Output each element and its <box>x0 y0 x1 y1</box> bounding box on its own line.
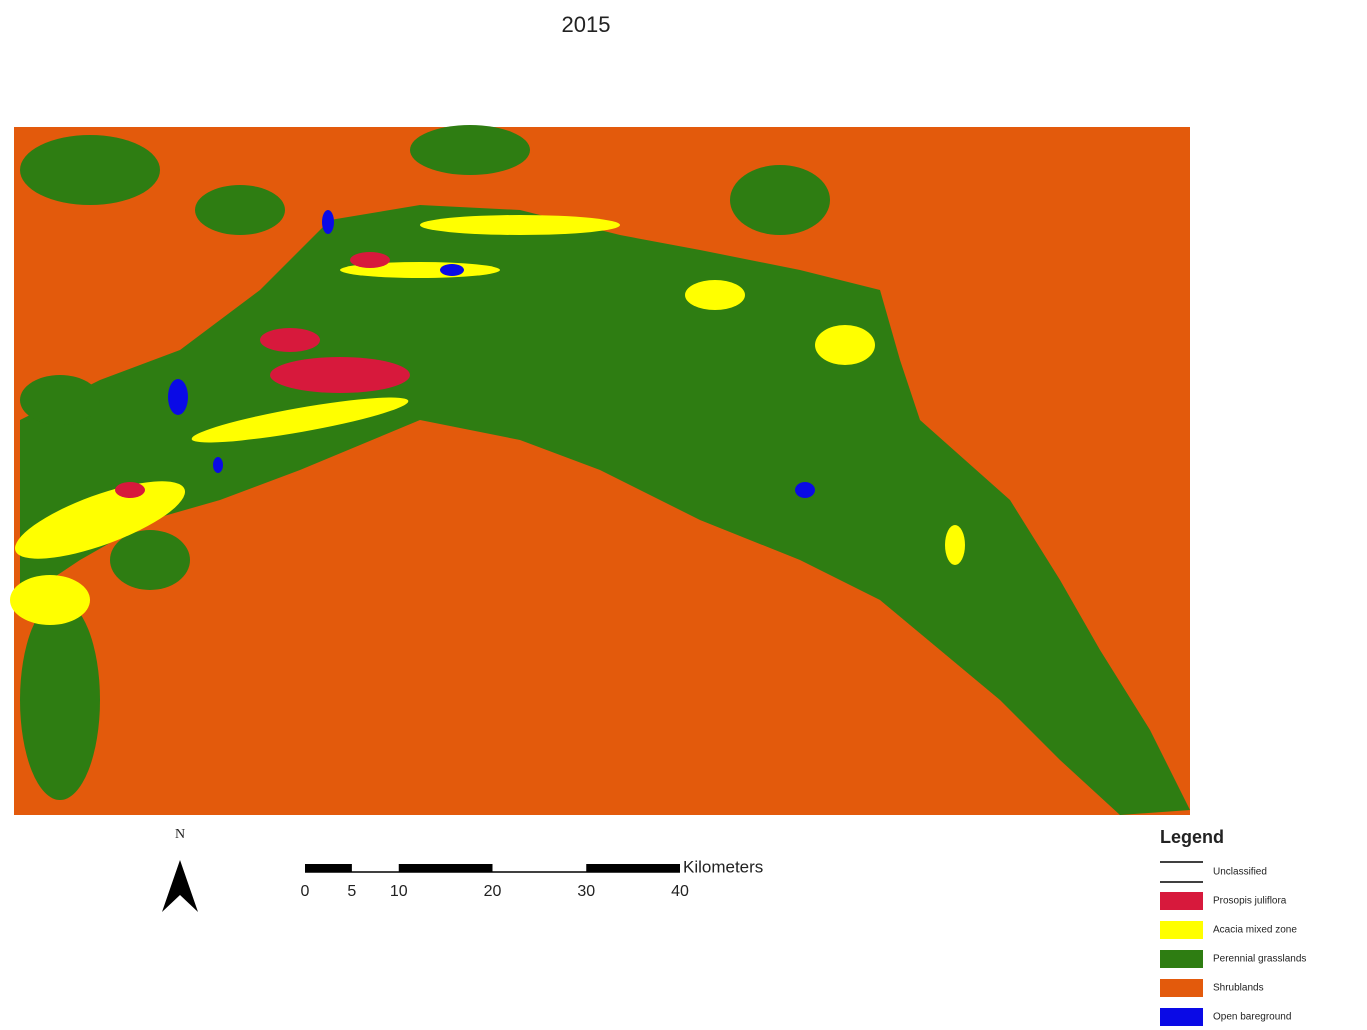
scale-segment <box>586 864 680 872</box>
grassland-band <box>20 205 1190 815</box>
legend-label: Prosopis juliflora <box>1213 896 1287 907</box>
legend: Legend Unclassified Prosopis juliflora Aca… <box>1160 827 1306 1026</box>
north-arrow-icon <box>162 860 198 912</box>
legend-swatch <box>1160 1008 1203 1026</box>
prosopis-patches <box>115 252 410 498</box>
legend-swatch <box>1160 950 1203 968</box>
scale-tick-label: 5 <box>347 883 356 900</box>
legend-swatch <box>1160 979 1203 997</box>
scale-tick-label: 20 <box>484 883 502 900</box>
bareground-patches <box>168 210 815 498</box>
legend-label: Perennial grasslands <box>1213 954 1306 965</box>
legend-label: Acacia mixed zone <box>1213 925 1297 936</box>
legend-label: Open bareground <box>1213 1012 1291 1023</box>
north-label: N <box>175 827 185 842</box>
scale-tick-label: 40 <box>671 883 689 900</box>
scale-tick-label: 30 <box>577 883 595 900</box>
legend-title: Legend <box>1160 827 1224 847</box>
map-frame <box>10 125 1190 815</box>
grassland-patches <box>20 125 830 800</box>
scale-tick-label: 0 <box>301 883 310 900</box>
legend-label: Unclassified <box>1213 867 1267 878</box>
north-arrow: N <box>162 827 198 912</box>
scale-segment <box>398 864 493 872</box>
legend-label: Shrublands <box>1213 983 1264 994</box>
legend-swatch <box>1160 892 1203 910</box>
scale-unit: Kilometers <box>683 857 763 876</box>
map-title: 2015 <box>562 12 611 37</box>
scale-segment <box>305 864 352 872</box>
scale-tick-label: 10 <box>390 883 408 900</box>
scale-bar: Kilometers 0 5 10 20 30 40 <box>301 857 764 900</box>
legend-swatch <box>1160 921 1203 939</box>
